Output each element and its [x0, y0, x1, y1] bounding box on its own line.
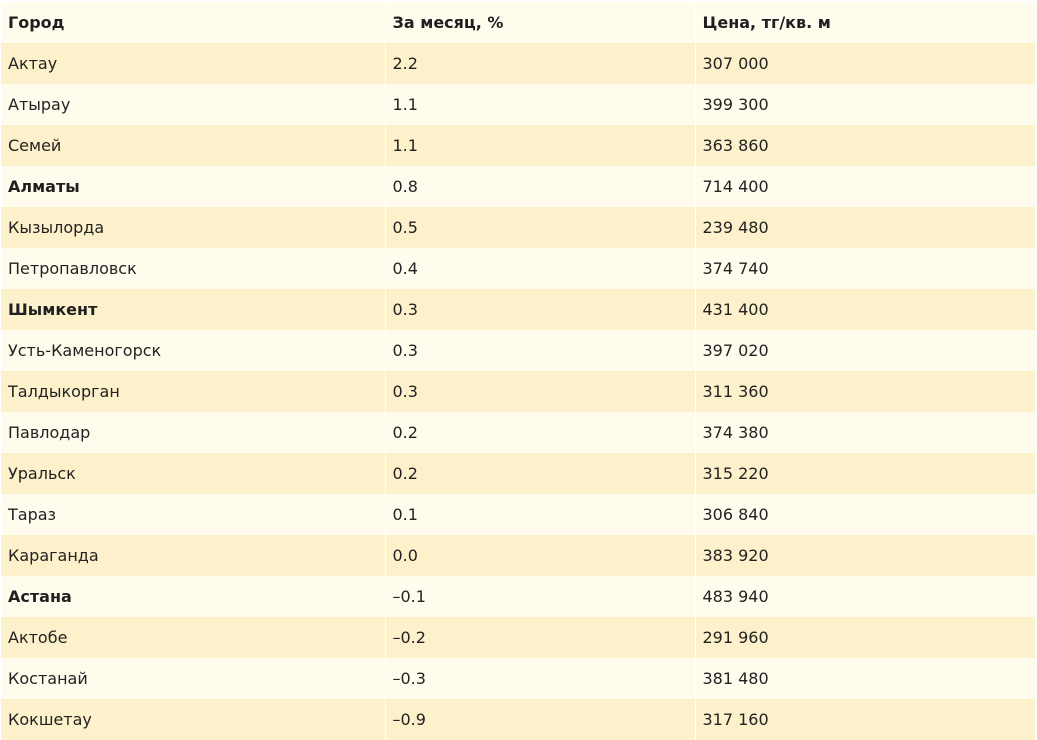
header-city: Город	[8, 13, 65, 32]
cell-city: Семей	[8, 136, 62, 155]
cell-price: 307 000	[694, 43, 1035, 84]
cell-city: Уральск	[8, 464, 76, 483]
cell-price: 483 940	[694, 576, 1035, 617]
table-row: Кокшетау –0.9 317 160	[1, 699, 1035, 740]
table-row: Кызылорда 0.5 239 480	[1, 207, 1035, 248]
table-row: Петропавловск 0.4 374 740	[1, 248, 1035, 289]
cell-city: Алматы	[8, 177, 80, 196]
table-row: Актау 2.2 307 000	[1, 43, 1035, 84]
cell-city: Кокшетау	[8, 710, 92, 729]
table-row: Усть-Каменогорск 0.3 397 020	[1, 330, 1035, 371]
cell-month-change: 0.8	[384, 166, 695, 207]
cell-price: 311 360	[694, 371, 1035, 412]
cell-month-change: 0.4	[384, 248, 695, 289]
cell-month-change: 0.5	[384, 207, 695, 248]
cell-city: Актобе	[8, 628, 68, 647]
cell-price: 239 480	[694, 207, 1035, 248]
cell-city: Костанай	[8, 669, 88, 688]
cell-city: Атырау	[8, 95, 71, 114]
cell-city: Шымкент	[8, 300, 98, 319]
cell-city: Караганда	[8, 546, 99, 565]
table-body: Актау 2.2 307 000 Атырау 1.1 399 300 Семей 1.1 3…	[1, 43, 1035, 740]
cell-price: 315 220	[694, 453, 1035, 494]
cell-city: Астана	[8, 587, 72, 606]
cell-price: 381 480	[694, 658, 1035, 699]
cell-city: Талдыкорган	[8, 382, 120, 401]
cell-month-change: –0.9	[384, 699, 695, 740]
cell-month-change: –0.3	[384, 658, 695, 699]
table-row: Уральск 0.2 315 220	[1, 453, 1035, 494]
cell-price: 317 160	[694, 699, 1035, 740]
cell-month-change: 0.3	[384, 289, 695, 330]
table-row: Павлодар 0.2 374 380	[1, 412, 1035, 453]
cell-price: 363 860	[694, 125, 1035, 166]
cell-month-change: 0.2	[384, 453, 695, 494]
table-row: Семей 1.1 363 860	[1, 125, 1035, 166]
cell-city: Усть-Каменогорск	[8, 341, 162, 360]
cell-month-change: 1.1	[384, 84, 695, 125]
cell-price: 291 960	[694, 617, 1035, 658]
header-month-change: За месяц, %	[384, 2, 695, 43]
table-row: Шымкент 0.3 431 400	[1, 289, 1035, 330]
cell-price: 431 400	[694, 289, 1035, 330]
cell-price: 383 920	[694, 535, 1035, 576]
table-row: Талдыкорган 0.3 311 360	[1, 371, 1035, 412]
header-price: Цена, тг/кв. м	[694, 2, 1035, 43]
cell-city: Тараз	[8, 505, 57, 524]
table-row: Актобе –0.2 291 960	[1, 617, 1035, 658]
cell-city: Петропавловск	[8, 259, 137, 278]
table-row: Тараз 0.1 306 840	[1, 494, 1035, 535]
cell-month-change: 1.1	[384, 125, 695, 166]
cell-price: 714 400	[694, 166, 1035, 207]
table-row: Караганда 0.0 383 920	[1, 535, 1035, 576]
cell-month-change: 0.3	[384, 330, 695, 371]
cell-month-change: –0.1	[384, 576, 695, 617]
cell-price: 397 020	[694, 330, 1035, 371]
cell-city: Кызылорда	[8, 218, 105, 237]
cell-city: Павлодар	[8, 423, 91, 442]
table-header-row: Город За месяц, % Цена, тг/кв. м	[1, 2, 1035, 43]
cell-price: 374 380	[694, 412, 1035, 453]
table-row: Костанай –0.3 381 480	[1, 658, 1035, 699]
cell-price: 399 300	[694, 84, 1035, 125]
cell-month-change: 2.2	[384, 43, 695, 84]
cell-price: 374 740	[694, 248, 1035, 289]
cell-price: 306 840	[694, 494, 1035, 535]
cell-month-change: 0.0	[384, 535, 695, 576]
cell-month-change: 0.3	[384, 371, 695, 412]
cell-month-change: –0.2	[384, 617, 695, 658]
cell-city: Актау	[8, 54, 58, 73]
cell-month-change: 0.1	[384, 494, 695, 535]
table-row: Астана –0.1 483 940	[1, 576, 1035, 617]
cell-month-change: 0.2	[384, 412, 695, 453]
table-row: Атырау 1.1 399 300	[1, 84, 1035, 125]
table-row: Алматы 0.8 714 400	[1, 166, 1035, 207]
